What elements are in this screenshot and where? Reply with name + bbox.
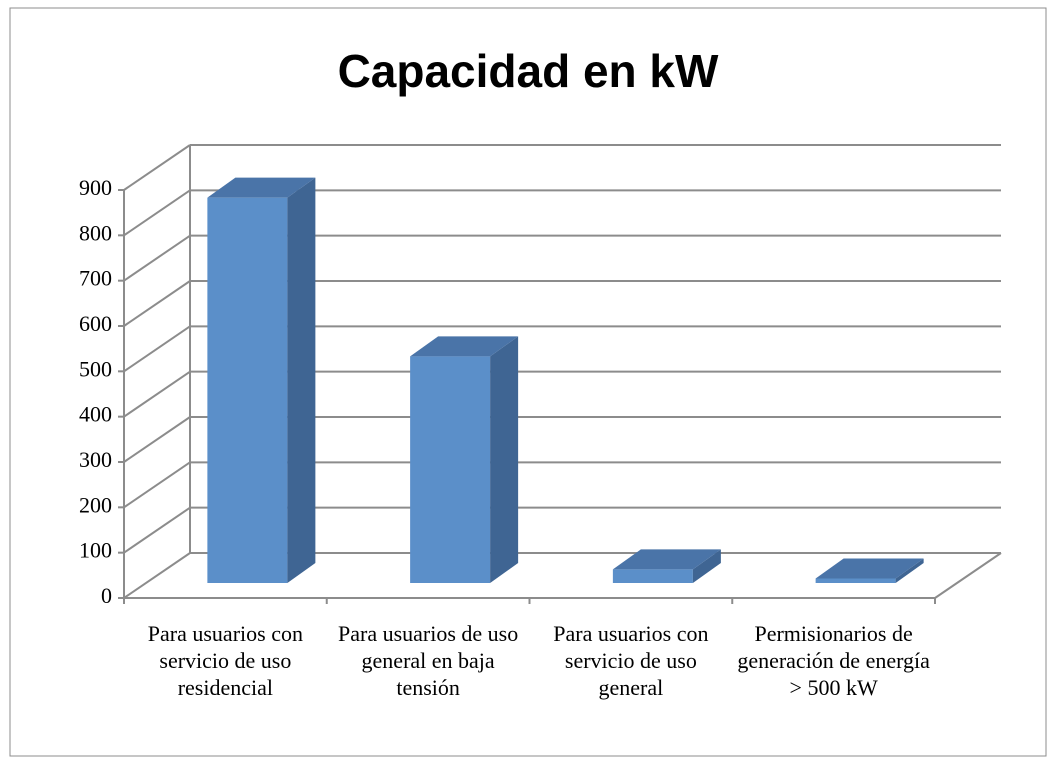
bar-side [692, 549, 721, 583]
bar-top [410, 336, 519, 357]
y-tick-label: 0 [101, 583, 112, 608]
bar [612, 569, 693, 583]
x-tick-label: Permisionarios de generación de energía … [737, 621, 930, 700]
grid-line [123, 280, 191, 327]
bar-side [287, 177, 316, 583]
grid-line [123, 370, 191, 418]
bar [815, 578, 896, 583]
bar-top [612, 549, 721, 570]
grid-line [123, 144, 191, 191]
grid-line [123, 416, 191, 463]
y-tick-label: 400 [79, 402, 112, 427]
y-tick-label: 800 [79, 220, 112, 245]
grid-line [123, 552, 191, 599]
y-tick-label: 300 [79, 447, 112, 472]
bar-side [490, 336, 519, 583]
y-tick-label: 900 [79, 175, 112, 200]
grid-line [123, 461, 191, 509]
chart-title: Capacidad en kW [338, 45, 719, 97]
y-tick-label: 700 [79, 266, 112, 291]
bar-side [895, 558, 924, 583]
x-tick-label: Para usuarios de uso general en baja ten… [338, 621, 519, 700]
y-tick-label: 100 [79, 538, 112, 563]
bar-top [815, 558, 924, 579]
grid-line [123, 189, 191, 237]
bar [207, 197, 288, 583]
axis-line [934, 552, 1002, 599]
grid-line [123, 506, 191, 554]
y-tick-label: 500 [79, 356, 112, 381]
x-tick-label: Para usuarios con servicio de uso reside… [147, 621, 303, 700]
chart-border [9, 7, 1047, 757]
x-tick-label: Para usuarios con servicio de uso genera… [553, 621, 709, 700]
bar [410, 356, 491, 583]
y-tick-label: 600 [79, 311, 112, 336]
y-tick-label: 200 [79, 492, 112, 517]
grid-line [123, 325, 191, 373]
bar-top [207, 177, 316, 198]
grid-line [123, 234, 191, 282]
